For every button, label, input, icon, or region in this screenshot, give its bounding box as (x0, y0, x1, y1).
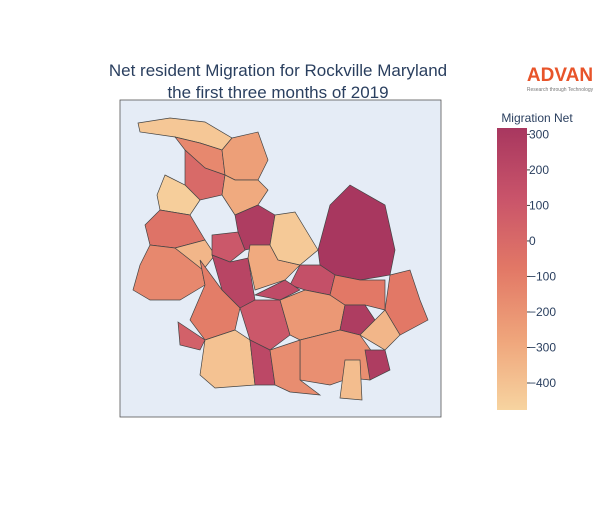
logo-name: ADVAN (527, 65, 593, 86)
region (364, 349, 391, 381)
region (211, 231, 246, 263)
colorbar-tick-label: 0 (529, 234, 536, 248)
colorbar-tick-label: 300 (529, 127, 549, 141)
colorbar (497, 128, 527, 410)
colorbar-tick-label: −300 (529, 340, 556, 354)
region (253, 279, 301, 301)
region (269, 339, 322, 396)
colorbar-tick-label: 200 (529, 163, 549, 177)
region (339, 359, 363, 401)
colorbar-tick-label: −200 (529, 305, 556, 319)
colorbar-tick-label: −400 (529, 376, 556, 390)
chart-subtitle: the first three months of 2019 (167, 83, 388, 102)
region (359, 309, 401, 351)
logo-tagline: Research through Technology (527, 87, 594, 93)
region (199, 329, 256, 389)
colorbar-tick-label: 100 (529, 198, 549, 212)
colorbar-tick-label: −100 (529, 269, 556, 283)
colorbar-title: Migration Net (501, 111, 573, 125)
region (329, 274, 386, 311)
region (177, 321, 206, 351)
chart-title: Net resident Migration for Rockville Mar… (109, 61, 447, 80)
